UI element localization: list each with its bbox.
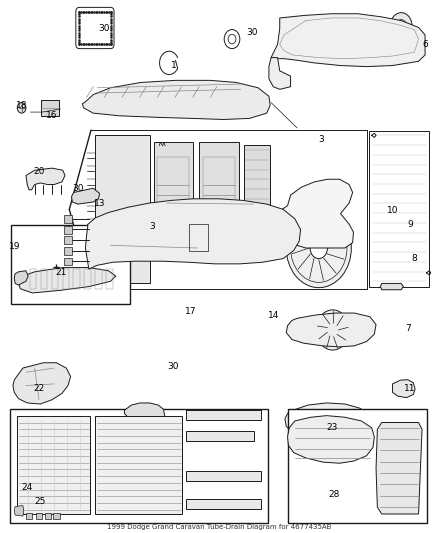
Text: 28: 28 [328,490,339,499]
Bar [287,409,427,523]
Bar [189,224,208,251]
Text: 1: 1 [170,61,177,70]
Bar [10,409,268,523]
Polygon shape [292,462,370,497]
Text: 30: 30 [246,28,257,37]
Text: 30: 30 [72,184,84,193]
Bar [41,100,60,116]
Text: 14: 14 [268,311,279,320]
Polygon shape [392,379,415,398]
Polygon shape [14,271,28,285]
Bar [369,131,429,287]
Bar [53,513,60,519]
Polygon shape [279,179,353,248]
Bar [187,471,261,481]
Circle shape [286,208,351,288]
Circle shape [35,378,43,389]
Bar [45,513,51,519]
Polygon shape [269,58,290,90]
Bar [64,215,72,223]
Text: 1999 Dodge Grand Caravan Tube-Drain Diagram for 4677435AB: 1999 Dodge Grand Caravan Tube-Drain Diag… [107,524,331,530]
Polygon shape [376,423,422,514]
Bar [64,247,72,255]
Polygon shape [287,416,374,463]
Bar [244,145,270,214]
Polygon shape [85,199,300,269]
Polygon shape [124,403,165,423]
Polygon shape [13,363,71,404]
Bar [95,135,150,284]
Text: 8: 8 [411,254,417,263]
Circle shape [17,102,26,113]
Text: 11: 11 [404,384,416,393]
Text: 22: 22 [33,384,45,393]
Text: 20: 20 [33,167,45,176]
Bar [95,416,182,514]
Text: 13: 13 [94,198,106,207]
Text: 9: 9 [407,220,413,229]
Bar [157,157,190,215]
Text: 10: 10 [387,206,398,215]
Text: 24: 24 [21,483,33,492]
Text: 23: 23 [326,423,338,432]
Text: 7: 7 [405,325,410,334]
Bar [17,416,90,514]
Bar [203,157,235,215]
Bar [26,513,32,519]
FancyBboxPatch shape [76,7,114,49]
Text: 19: 19 [9,242,21,251]
Bar [187,432,254,441]
Text: 30: 30 [98,24,110,33]
Bar [87,18,104,38]
Circle shape [53,262,60,271]
Polygon shape [18,268,116,293]
Bar [187,410,261,420]
Circle shape [310,237,328,259]
Polygon shape [71,188,100,204]
Polygon shape [286,313,376,347]
Bar [64,226,72,233]
Text: 25: 25 [35,497,46,506]
Text: 30: 30 [168,362,179,372]
Text: 17: 17 [185,307,197,316]
Polygon shape [82,80,270,119]
Bar [187,499,261,508]
Polygon shape [26,168,65,190]
Bar [36,513,42,519]
Text: 3: 3 [318,135,324,144]
Bar [64,257,72,265]
Polygon shape [285,403,372,441]
Text: 21: 21 [55,268,66,277]
Polygon shape [14,505,24,516]
Text: 3: 3 [149,222,155,231]
Bar [11,225,130,303]
Text: 18: 18 [16,101,27,110]
Circle shape [390,13,412,39]
Polygon shape [380,284,403,290]
Text: 6: 6 [422,40,428,49]
Bar [64,236,72,244]
Bar [199,142,239,219]
Circle shape [316,310,349,350]
Polygon shape [271,14,425,67]
Text: 16: 16 [46,111,58,120]
Bar [154,142,193,219]
Circle shape [328,324,338,336]
